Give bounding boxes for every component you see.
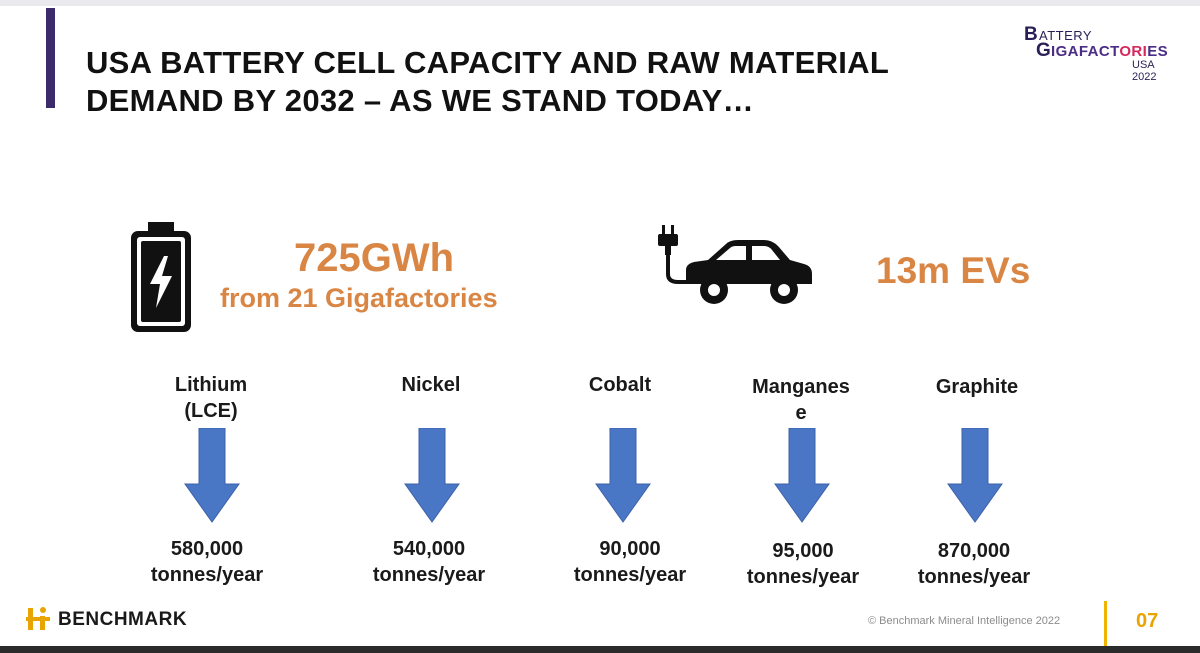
top-bar — [0, 0, 1200, 6]
value-unit: tonnes/year — [917, 566, 1031, 588]
title-line-2: DEMAND BY 2032 – AS WE STAND TODAY… — [86, 83, 754, 118]
logo-year: USA 2022 — [1132, 59, 1157, 83]
material-name-cont: (LCE) — [184, 400, 238, 422]
logo-es: ES — [1147, 43, 1169, 60]
title-accent-bar — [46, 8, 55, 108]
bottom-strip — [0, 646, 1200, 653]
evs-value: 13m EVs — [876, 250, 1031, 291]
page-number: 07 — [1136, 610, 1159, 632]
car-icon — [658, 225, 812, 304]
material-name: Lithium — [174, 374, 248, 396]
down-arrow-icon — [947, 428, 1003, 523]
plug-icon — [658, 225, 690, 284]
benchmark-logo-icon — [26, 607, 50, 630]
benchmark-wordmark: BENCHMARK — [58, 609, 188, 630]
material-lithium: Lithium (LCE) — [126, 372, 296, 424]
value-amount: 870,000 — [937, 540, 1011, 562]
material-graphite: Graphite — [892, 374, 1062, 400]
logo-ori: ORI — [1119, 43, 1148, 60]
slide-title: USA BATTERY CELL CAPACITY AND RAW MATERI… — [86, 44, 946, 120]
value-unit: tonnes/year — [573, 564, 687, 586]
down-arrow-icon — [595, 428, 651, 523]
down-arrow-icon — [184, 428, 240, 523]
capacity-subtitle: from 21 Gigafactories — [220, 283, 498, 313]
logo-letter-b: B — [1024, 24, 1038, 45]
capacity-value: 725GWh — [294, 236, 455, 280]
copyright-text: © Benchmark Mineral Intelligence 2022 — [868, 615, 1061, 627]
value-unit: tonnes/year — [746, 566, 860, 588]
material-value-cobalt: 90,000 tonnes/year — [545, 536, 715, 588]
material-manganese: Manganes e — [716, 374, 886, 426]
down-arrow-icon — [774, 428, 830, 523]
logo-igafact: IGAFACT — [1051, 43, 1120, 60]
value-amount: 95,000 — [772, 540, 834, 562]
page-divider — [1104, 601, 1107, 647]
logo-attery: ATTERY — [1039, 28, 1093, 43]
battery-icon — [131, 222, 191, 332]
battery-gigafactories-logo: B ATTERY G IGAFACTORIES USA 2022 — [1024, 24, 1174, 83]
logo-letter-g: G — [1036, 40, 1051, 61]
title-line-1: USA BATTERY CELL CAPACITY AND RAW MATERI… — [86, 45, 890, 80]
logo-gigafactories: IGAFACTORIES — [1051, 43, 1168, 60]
down-arrow-icon — [404, 428, 460, 523]
value-unit: tonnes/year — [150, 564, 264, 586]
material-name: Manganes — [752, 376, 850, 398]
material-value-manganese: 95,000 tonnes/year — [718, 538, 888, 590]
value-amount: 580,000 — [170, 538, 244, 560]
material-name: Graphite — [935, 376, 1019, 398]
value-unit: tonnes/year — [372, 564, 486, 586]
material-value-graphite: 870,000 tonnes/year — [889, 538, 1059, 590]
material-value-lithium: 580,000 tonnes/year — [122, 536, 292, 588]
material-cobalt: Cobalt — [535, 372, 705, 398]
material-name: Cobalt — [588, 374, 652, 396]
value-amount: 90,000 — [599, 538, 661, 560]
material-nickel: Nickel — [346, 372, 516, 398]
lightning-icon — [150, 256, 172, 308]
benchmark-logo: BENCHMARK — [26, 604, 206, 634]
value-amount: 540,000 — [392, 538, 466, 560]
material-value-nickel: 540,000 tonnes/year — [344, 536, 514, 588]
material-name: Nickel — [401, 374, 461, 396]
material-name-cont: e — [795, 402, 807, 424]
